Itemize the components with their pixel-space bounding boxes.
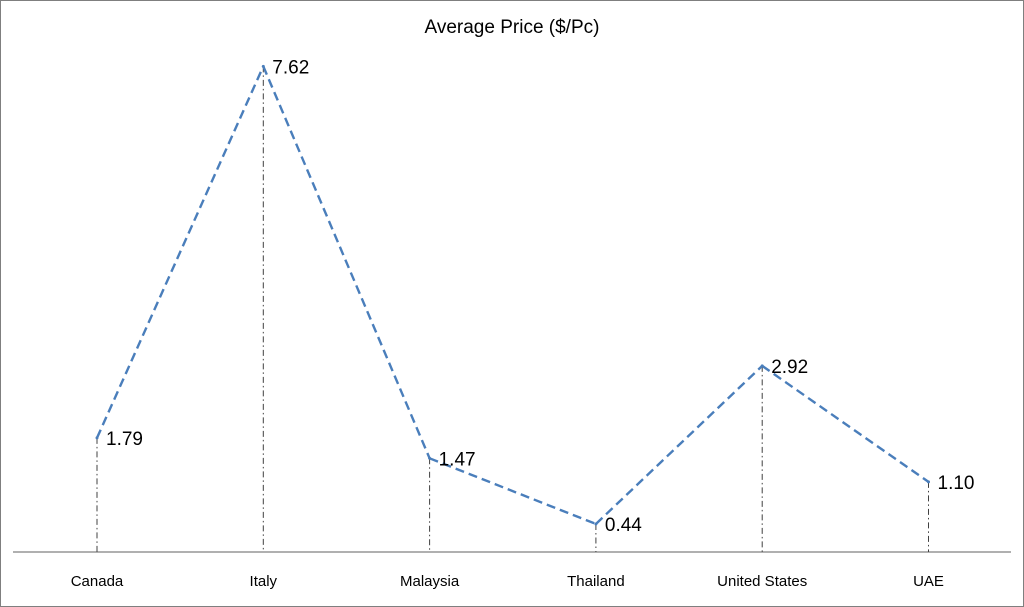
data-label: 1.10 xyxy=(938,473,975,494)
data-point xyxy=(594,522,598,526)
x-tick-label: Thailand xyxy=(567,573,625,590)
series-layer xyxy=(95,64,930,526)
series-line-segment xyxy=(595,365,764,525)
drop-lines xyxy=(96,66,929,552)
x-tick-label: United States xyxy=(717,573,807,590)
data-label: 7.62 xyxy=(272,57,309,78)
series-line-segment xyxy=(761,364,930,483)
data-point xyxy=(760,364,764,368)
series-line-segment xyxy=(95,65,265,439)
data-labels: 1.79 7.62 1.47 0.44 2.92 1.10 xyxy=(106,57,974,536)
chart-title: Average Price ($/Pc) xyxy=(425,17,600,38)
data-point xyxy=(95,436,99,440)
data-label: 1.47 xyxy=(439,449,476,470)
data-point xyxy=(927,480,930,484)
x-tick-label: Canada xyxy=(71,573,124,590)
x-tick-label: Italy xyxy=(250,573,278,590)
data-label: 2.92 xyxy=(771,357,808,378)
x-tick-labels: Canada Italy Malaysia Thailand United States… xyxy=(71,573,944,590)
data-label: 0.44 xyxy=(605,515,642,536)
series-line-segment xyxy=(262,65,431,459)
x-tick-label: UAE xyxy=(913,573,944,590)
x-tick-label: Malaysia xyxy=(400,573,460,590)
data-point xyxy=(428,456,432,460)
series-line-segment xyxy=(429,457,597,526)
data-label: 1.79 xyxy=(106,429,143,450)
data-point xyxy=(261,64,265,68)
